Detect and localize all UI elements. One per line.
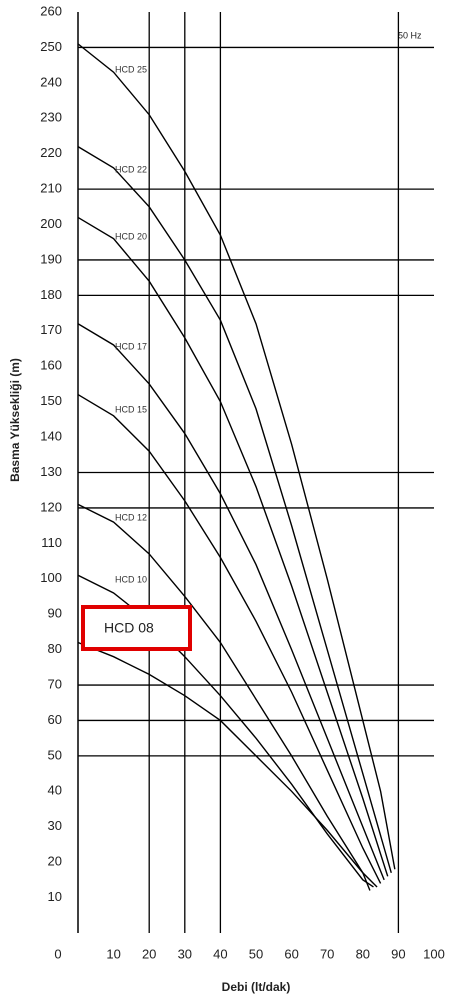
- y-tick-label: 20: [48, 854, 62, 869]
- series-line: [77, 146, 392, 873]
- series-line: [77, 641, 371, 891]
- y-tick-label: 190: [40, 251, 62, 266]
- x-tick-label: 20: [142, 946, 156, 961]
- x-tick-label: 30: [178, 946, 192, 961]
- y-tick-label: 70: [48, 676, 62, 691]
- y-axis-label: Basma Yüksekliği (m): [8, 358, 22, 482]
- x-tick-label: 10: [106, 946, 120, 961]
- series-label: HCD 15: [115, 404, 147, 414]
- y-tick-label: 40: [48, 783, 62, 798]
- y-tick-label: 50: [48, 747, 62, 762]
- series-line: [77, 43, 396, 870]
- series-label: HCD 20: [115, 231, 147, 241]
- y-tick-label: 260: [40, 3, 62, 18]
- y-tick-label: 90: [48, 606, 62, 621]
- x-tick-label: 40: [213, 946, 227, 961]
- x-tick-label: 100: [423, 946, 445, 961]
- x-tick-label: 50: [249, 946, 263, 961]
- annotation: 50 Hz: [398, 30, 422, 40]
- y-tick-label: 180: [40, 287, 62, 302]
- x-tick-label: 80: [356, 946, 370, 961]
- series-label: HCD 25: [115, 64, 147, 74]
- y-tick-label: 160: [40, 358, 62, 373]
- y-tick-label: 10: [48, 889, 62, 904]
- x-tick-label: 90: [391, 946, 405, 961]
- y-tick-label: 30: [48, 818, 62, 833]
- y-tick-label: 220: [40, 145, 62, 160]
- series-line: [77, 503, 378, 888]
- y-tick-label: 170: [40, 322, 62, 337]
- highlight-box: [81, 605, 192, 651]
- y-tick-label: 240: [40, 74, 62, 89]
- x-tick-label: 60: [284, 946, 298, 961]
- series-label: HCD 17: [115, 341, 147, 351]
- y-tick-label: 250: [40, 39, 62, 54]
- y-tick-label: 210: [40, 181, 62, 196]
- series-line: [77, 323, 385, 881]
- y-tick-label: 130: [40, 464, 62, 479]
- y-tick-label: 60: [48, 712, 62, 727]
- x-axis-label: Debi (lt/dak): [222, 980, 291, 994]
- y-tick-label: 110: [41, 535, 62, 550]
- series-label: HCD 22: [115, 164, 147, 174]
- y-tick-label: 100: [40, 570, 62, 585]
- y-tick-label: 230: [40, 110, 62, 125]
- series-line: [77, 393, 382, 884]
- y-tick-label: 150: [40, 393, 62, 408]
- series-label: HCD 08: [104, 620, 154, 636]
- series-line: [77, 216, 389, 877]
- x-tick-label: 70: [320, 946, 334, 961]
- series-label: HCD 10: [115, 574, 147, 584]
- y-tick-label: 80: [48, 641, 62, 656]
- series-label: HCD 12: [115, 512, 147, 522]
- y-tick-label: 140: [40, 429, 62, 444]
- x-tick-label: 0: [54, 946, 61, 961]
- y-tick-label: 200: [40, 216, 62, 231]
- y-tick-label: 120: [40, 499, 62, 514]
